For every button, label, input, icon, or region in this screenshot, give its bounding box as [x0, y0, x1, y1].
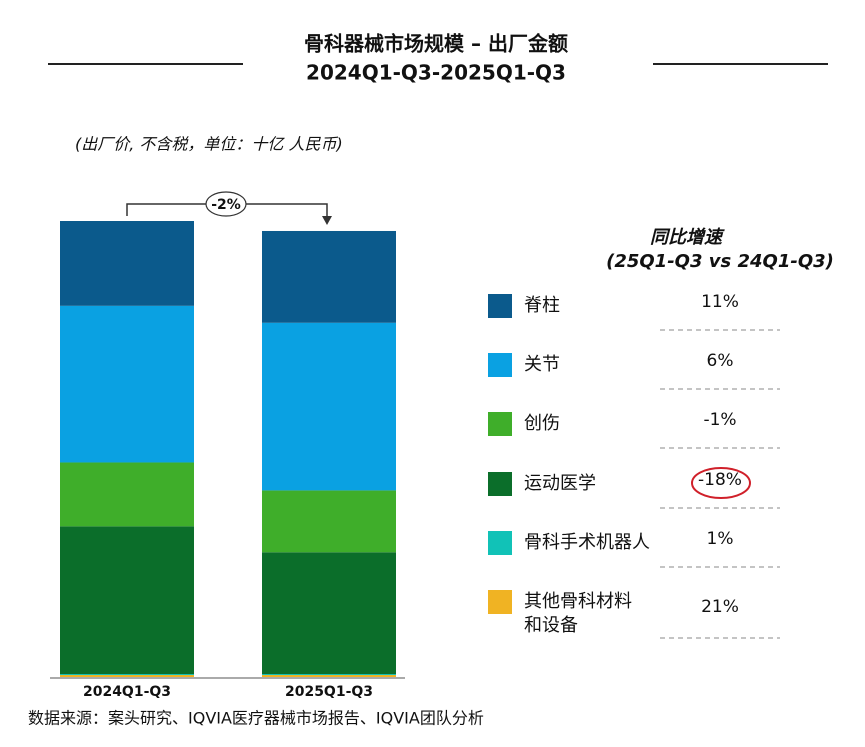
arrow-head	[322, 216, 332, 225]
legend-label: 关节	[524, 354, 560, 375]
bar-segment	[60, 526, 194, 675]
bar-segment	[60, 305, 194, 463]
growth-title: 同比增速	[650, 227, 725, 248]
bar-segment	[262, 675, 396, 677]
source-note: 数据来源：案头研究、IQVIA医疗器械市场报告、IQVIA团队分析	[28, 709, 484, 728]
bar-segment	[262, 490, 396, 553]
legend-swatch	[488, 294, 512, 318]
legend-label: 运动医学	[524, 473, 596, 494]
annotation: -2%	[211, 197, 241, 213]
unit-note: (出厂价, 不含税，单位：十亿 人民币)	[75, 135, 343, 154]
bar-segment	[60, 221, 194, 306]
legend-swatch	[488, 590, 512, 614]
bar-segment	[262, 674, 396, 676]
legend-label: 骨科手术机器人	[524, 532, 650, 553]
legend-swatch	[488, 531, 512, 555]
bar-segment	[262, 230, 396, 323]
highlight-circle	[691, 467, 751, 499]
growth-label: -1%	[703, 410, 736, 430]
growth-label: 21%	[701, 597, 739, 617]
legend-swatch	[488, 472, 512, 496]
legend-label: 创伤	[524, 413, 560, 434]
bar-segment	[262, 552, 396, 675]
bar-segment	[262, 322, 396, 491]
growth-label: 1%	[707, 529, 734, 549]
legend-swatch	[488, 353, 512, 377]
bar-segment	[60, 675, 194, 677]
legend-label: 脊柱	[524, 295, 560, 316]
growth-subtitle: (25Q1-Q3 vs 24Q1-Q3)	[606, 251, 834, 272]
growth-label: 11%	[701, 292, 739, 312]
chart-title: 骨科器械市场规模 – 出厂金额	[304, 32, 568, 56]
legend-label: 其他骨科材料和设备	[524, 591, 632, 636]
annotation-bubble	[205, 191, 247, 217]
x-tick-label: 2024Q1-Q3	[83, 684, 171, 700]
chart-subtitle: 2024Q1-Q3-2025Q1-Q3	[306, 61, 566, 85]
bar-segment	[60, 462, 194, 527]
legend-swatch	[488, 412, 512, 436]
growth-label: -18%	[698, 470, 742, 490]
growth-label: 6%	[707, 351, 734, 371]
bar-segment	[60, 674, 194, 676]
x-tick-label: 2025Q1-Q3	[285, 684, 373, 700]
